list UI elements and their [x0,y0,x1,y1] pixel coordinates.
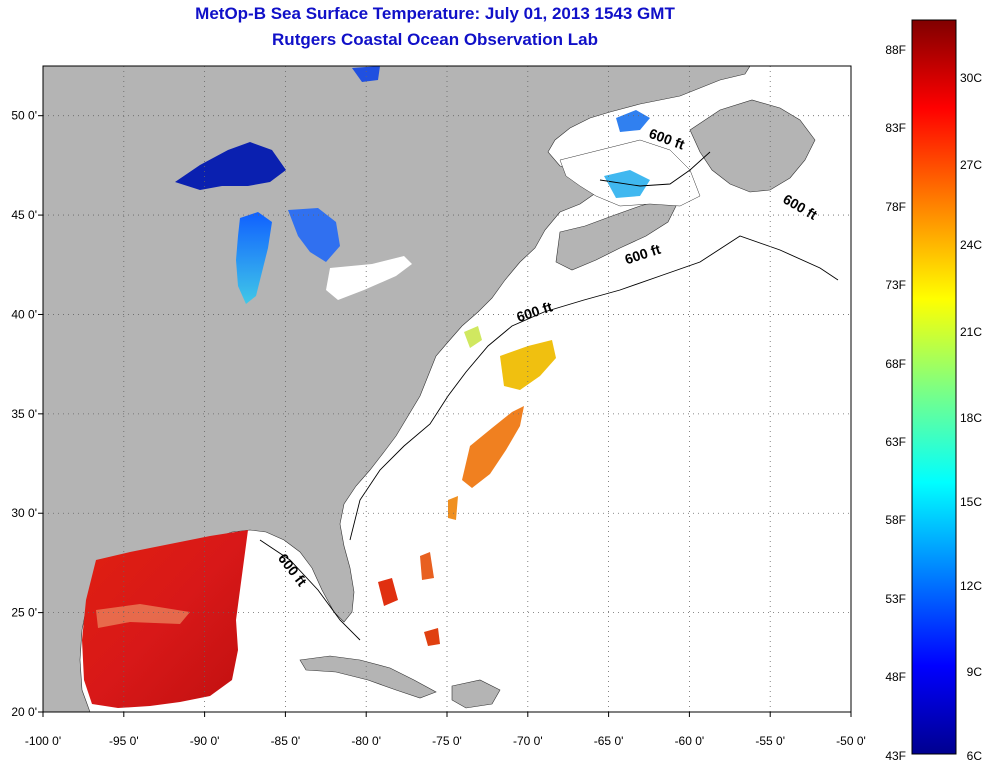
colorbar-f-label: 83F [885,121,906,135]
colorbar-f-label: 58F [885,513,906,527]
lat-tick-label: 20 0' [11,705,37,719]
colorbar-f-label: 48F [885,670,906,684]
map-layers [43,66,839,712]
colorbar-fahrenheit-labels: 88F 83F 78F 73F 68F 63F 58F 53F 48F 43F [885,43,906,763]
lon-tick-label: -60 0' [675,734,705,748]
colorbar-c-label: 21C [960,325,982,339]
lake-erie-ontario [326,256,412,300]
sst-labrador-bits [616,110,650,132]
maritimes-land [555,199,677,271]
lake-small [352,66,380,82]
lat-tick-label: 50 0' [11,109,37,123]
isobath-line [259,151,839,641]
colorbar-c-label: 6C [967,749,983,763]
colorbar-f-label: 53F [885,592,906,606]
lat-tick-label: 35 0' [11,407,37,421]
colorbar-f-label: 73F [885,278,906,292]
lat-tick-label: 45 0' [11,208,37,222]
sst-nj-coast [464,326,482,348]
colorbar-c-label: 27C [960,158,982,172]
sst-mid-atlantic-yellow [500,340,556,390]
lon-tick-label: -85 0' [271,734,301,748]
colorbar-f-label: 63F [885,435,906,449]
colorbar-f-label: 78F [885,200,906,214]
sst-gulf-warm-streak [96,604,190,628]
colorbar-c-label: 24C [960,238,982,252]
colorbar-celsius-labels: 30C 27C 24C 21C 18C 15C 12C 9C 6C [960,71,982,763]
sst-caribbean [424,628,440,646]
colorbar-f-label: 88F [885,43,906,57]
colorbar-f-label: 43F [885,749,906,763]
lon-tick-label: -80 0' [351,734,381,748]
colorbar-c-label: 9C [967,665,983,679]
lon-tick-label: -95 0' [109,734,139,748]
lon-tick-label: -55 0' [755,734,785,748]
lake-huron [288,208,340,262]
colorbar-c-label: 15C [960,495,982,509]
lon-tick-label: -50 0' [836,734,866,748]
lon-tick-label: -70 0' [513,734,543,748]
sst-bahamas [378,578,398,606]
sst-bahamas-2 [420,552,434,580]
colorbar-f-label: 68F [885,357,906,371]
lat-tick-label: 40 0' [11,307,37,321]
sst-gulf-stream-orange [462,406,524,488]
cuba-land [299,655,437,699]
newfoundland-land [689,99,816,193]
lat-tick-label: 30 0' [11,506,37,520]
lat-tick-label: 25 0' [11,606,37,620]
map-title: MetOp-B Sea Surface Temperature: July 01… [195,4,675,23]
lake-superior [175,142,286,190]
lon-tick-label: -65 0' [594,734,624,748]
longitude-axis: -100 0' -95 0' -90 0' -85 0' -80 0' -75 0' -70… [25,712,866,748]
colorbar-c-label: 30C [960,71,982,85]
hispaniola-land [451,679,501,709]
colorbar-c-label: 18C [960,411,982,425]
latitude-axis: 20 0' 25 0' 30 0' 35 0' 40 0' 45 0' 50 0' [11,109,43,719]
lon-tick-label: -90 0' [190,734,220,748]
colorbar [911,19,957,755]
colorbar-c-label: 12C [960,579,982,593]
lon-tick-label: -75 0' [432,734,462,748]
map-subtitle: Rutgers Coastal Ocean Observation Lab [272,30,598,49]
lake-michigan [236,212,272,304]
lon-tick-label: -100 0' [25,734,61,748]
sst-small-patch [448,496,458,520]
